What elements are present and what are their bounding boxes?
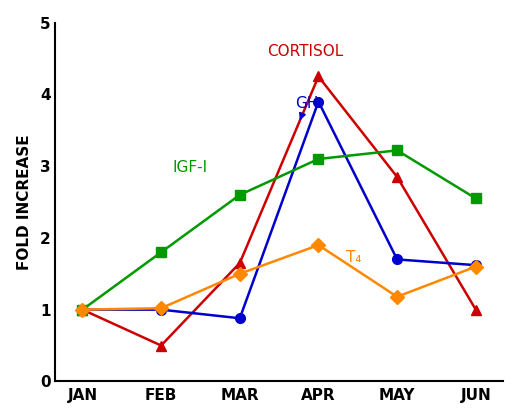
Text: CORTISOL: CORTISOL (267, 44, 344, 59)
Y-axis label: FOLD INCREASE: FOLD INCREASE (17, 134, 32, 270)
Text: GH: GH (295, 95, 318, 119)
Text: T₄: T₄ (346, 250, 361, 265)
Text: IGF-I: IGF-I (173, 160, 208, 175)
